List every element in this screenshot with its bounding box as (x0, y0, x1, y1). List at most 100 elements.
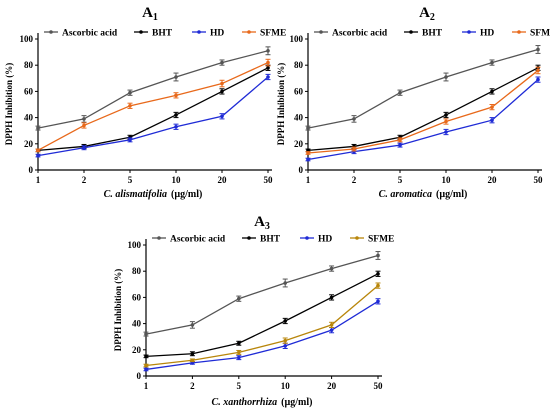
data-point (128, 104, 132, 108)
x-tick-label: 10 (281, 381, 291, 391)
data-point (237, 355, 241, 360)
y-axis-label: DPPH Inhibition (%) (276, 63, 286, 146)
panel-a2: A2 DPPH Inhibition (%) C. aromatica (µg/… (276, 5, 550, 201)
legend-swatch-dot (517, 30, 521, 34)
legend-swatch-dot (305, 236, 309, 240)
data-point (220, 114, 224, 119)
legend-item: HD (300, 235, 332, 245)
y-tick-label: 40 (24, 113, 34, 123)
data-point (306, 151, 310, 155)
data-point (398, 143, 402, 147)
data-point (144, 354, 148, 359)
legend-swatch-dot (247, 236, 251, 240)
legend-label: Ascorbic acid (170, 235, 226, 245)
legend-label: BHT (422, 29, 443, 39)
data-point (398, 90, 402, 95)
legend-item: Ascorbic acid (152, 235, 226, 245)
series-hd (143, 298, 381, 372)
legend-item: SFME (350, 235, 394, 245)
data-point (329, 295, 334, 300)
y-tick-label: 20 (24, 139, 34, 149)
legend-label: SFME (260, 29, 286, 39)
x-tick-label: 2 (352, 175, 357, 185)
legend-label: Ascorbic acid (62, 29, 118, 39)
data-point (144, 332, 148, 336)
legend-item: BHT (404, 29, 443, 39)
data-point (444, 75, 448, 79)
y-tick-label: 0 (29, 165, 34, 175)
series-bht (35, 64, 271, 153)
legend-label: Ascorbic acid (332, 29, 388, 39)
x-tick-label: 10 (172, 175, 182, 185)
legend-label: HD (318, 235, 332, 245)
y-tick-label: 40 (132, 319, 142, 329)
series-ascorbic-acid (305, 45, 541, 131)
y-tick-label: 20 (132, 345, 142, 355)
x-axis-label: C. aromatica (µg/ml) (379, 184, 468, 201)
data-point (283, 319, 288, 323)
x-tick-label: 1 (144, 381, 149, 391)
y-tick-label: 100 (20, 34, 34, 44)
series-ascorbic-acid (35, 46, 271, 131)
y-tick-label: 40 (294, 113, 304, 123)
legend-label: HD (210, 29, 224, 39)
data-point (82, 117, 86, 121)
data-point (128, 138, 132, 142)
data-point (220, 89, 224, 94)
legend-swatch-dot (197, 30, 201, 34)
data-point (36, 126, 40, 130)
y-tick-label: 80 (132, 266, 142, 276)
series-line (145, 285, 379, 367)
x-axis-label: C. xanthorrhiza (µg/ml) (212, 392, 313, 409)
series-sfme (305, 66, 541, 155)
series-line (145, 300, 379, 371)
x-tick-label: 1 (36, 175, 41, 185)
y-tick-label: 100 (290, 34, 304, 44)
legend-item: SFME (242, 29, 286, 39)
series-sfme (143, 282, 381, 368)
data-point (174, 124, 178, 129)
series-line (307, 79, 539, 161)
legend-label: SFME (368, 235, 394, 245)
x-tick-label: 50 (534, 175, 544, 185)
data-point (352, 147, 356, 151)
legend-item: BHT (242, 235, 281, 245)
series-ascorbic-acid (143, 251, 381, 337)
series-line (37, 50, 269, 129)
data-point (536, 68, 540, 73)
data-point (444, 130, 448, 134)
data-point (266, 48, 270, 53)
legend-swatch-dot (157, 236, 161, 240)
data-point (398, 138, 402, 142)
data-point (237, 350, 241, 355)
data-point (490, 60, 494, 65)
data-point (82, 145, 86, 150)
panel-title: A1 (142, 5, 158, 23)
data-point (329, 266, 334, 271)
y-tick-label: 0 (137, 371, 142, 381)
legend-item: SFME (512, 29, 550, 39)
data-point (144, 363, 148, 368)
y-tick-label: 60 (24, 86, 34, 96)
series-line (37, 61, 269, 151)
data-point (329, 323, 334, 327)
legend-swatch-dot (139, 30, 143, 34)
panel-a1: A1 DPPH Inhibition (%) C. alismatifolia … (4, 5, 286, 201)
legend-swatch-dot (355, 236, 359, 240)
data-point (174, 113, 178, 117)
legend-item: HD (462, 29, 494, 39)
y-tick-label: 100 (128, 240, 142, 250)
data-point (266, 66, 270, 70)
data-point (376, 253, 380, 258)
legend-swatch-dot (409, 30, 413, 34)
x-axis-label: C. alismatifolia (µg/ml) (104, 184, 203, 201)
y-tick-label: 60 (132, 292, 142, 302)
x-tick-label: 10 (442, 175, 452, 185)
legend-label: HD (480, 29, 494, 39)
data-point (283, 344, 288, 348)
y-axis-label: DPPH Inhibition (%) (113, 269, 123, 352)
y-tick-label: 80 (24, 60, 34, 70)
legend-item: Ascorbic acid (314, 29, 388, 39)
data-point (444, 113, 448, 117)
